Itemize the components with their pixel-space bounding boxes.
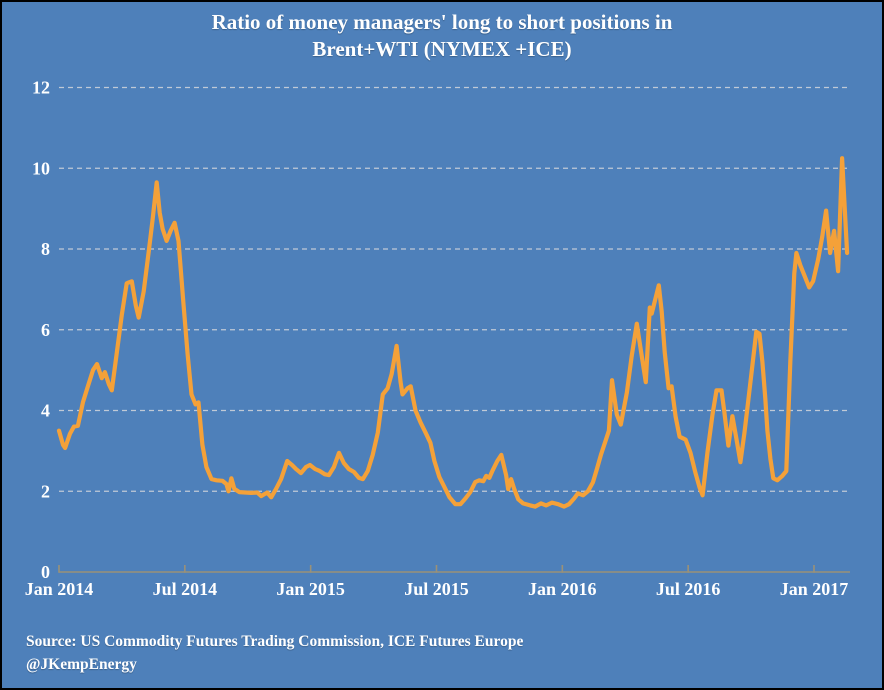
x-axis-label-Jan 2014: Jan 2014	[25, 579, 94, 599]
y-axis-label-2: 2	[41, 481, 50, 501]
x-axis-label-Jan 2016: Jan 2016	[528, 579, 597, 599]
chart-title-line2: Brent+WTI (NYMEX +ICE)	[312, 37, 572, 61]
chart-title: Ratio of money managers' long to short p…	[2, 9, 882, 63]
y-axis-label-10: 10	[32, 158, 50, 178]
data-line-ratio	[56, 156, 850, 509]
source-line: Source: US Commodity Futures Trading Com…	[26, 633, 524, 650]
y-axis-label-8: 8	[41, 239, 50, 259]
x-axis-label-Jan 2015: Jan 2015	[276, 579, 345, 599]
y-axis-label-4: 4	[41, 401, 50, 421]
source-note: Source: US Commodity Futures Trading Com…	[26, 630, 523, 676]
y-axis-label-12: 12	[32, 78, 50, 98]
x-axis-label-Jan 2017: Jan 2017	[780, 579, 849, 599]
source-handle: @JKempEnergy	[26, 656, 137, 673]
x-axis-label-Jul 2016: Jul 2016	[656, 579, 721, 599]
x-axis-label-Jul 2014: Jul 2014	[153, 579, 218, 599]
x-axis-label-Jul 2015: Jul 2015	[404, 579, 469, 599]
chart-title-line1: Ratio of money managers' long to short p…	[211, 10, 673, 34]
y-axis-label-0: 0	[41, 562, 50, 582]
y-axis-label-6: 6	[41, 320, 50, 340]
